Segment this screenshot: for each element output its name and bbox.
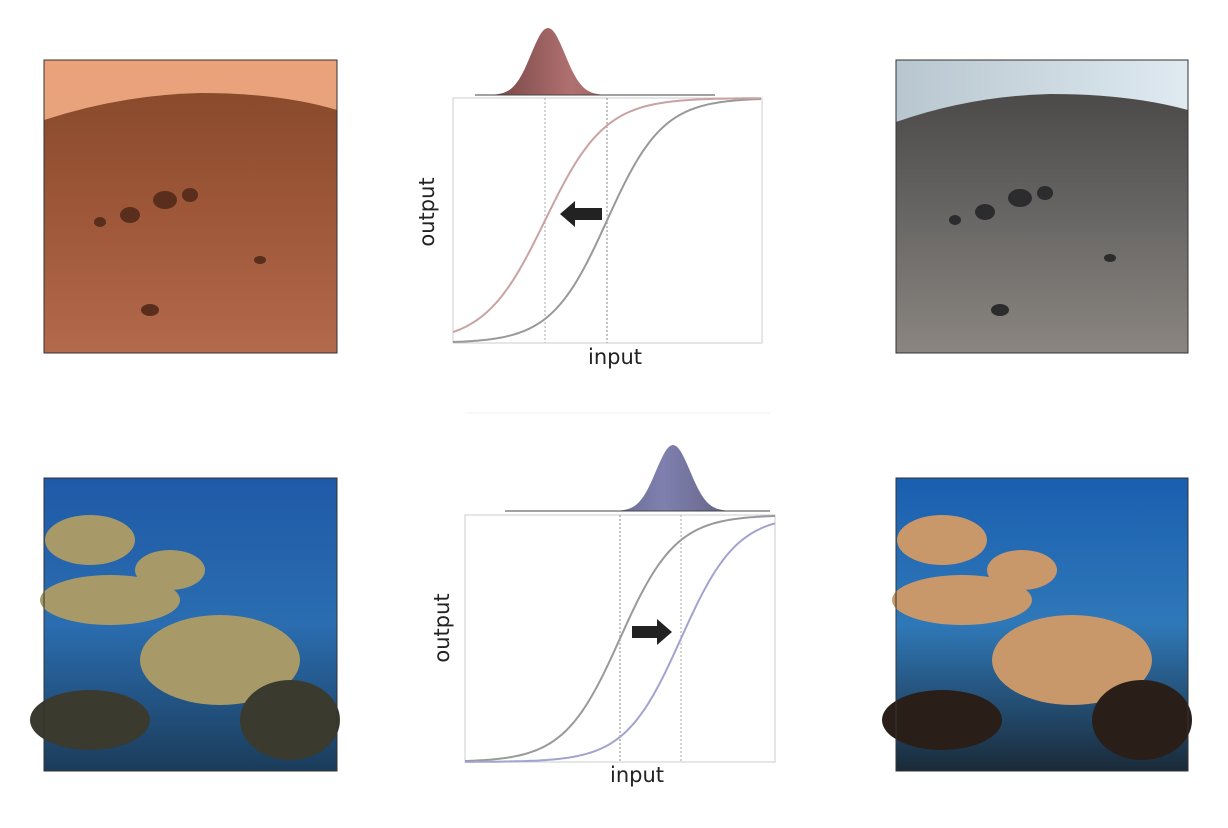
reference-curve [465,515,775,762]
x-axis-label: input [588,345,642,369]
mars-original-image [43,59,338,354]
x-axis-label: input [610,763,664,787]
y-axis-label: output [430,593,454,662]
shift-arrow [632,619,672,645]
reef-original-image [30,477,340,772]
y-axis-label: output [415,177,439,246]
shifted-curve [452,97,761,334]
shift-arrow [560,201,602,227]
reference-curve [452,98,762,343]
shifted-curve [465,522,776,763]
reef-corrected-image [882,477,1192,772]
mars-corrected-image [895,59,1189,354]
histogram-bump [505,445,770,511]
histogram-bump [475,28,715,96]
